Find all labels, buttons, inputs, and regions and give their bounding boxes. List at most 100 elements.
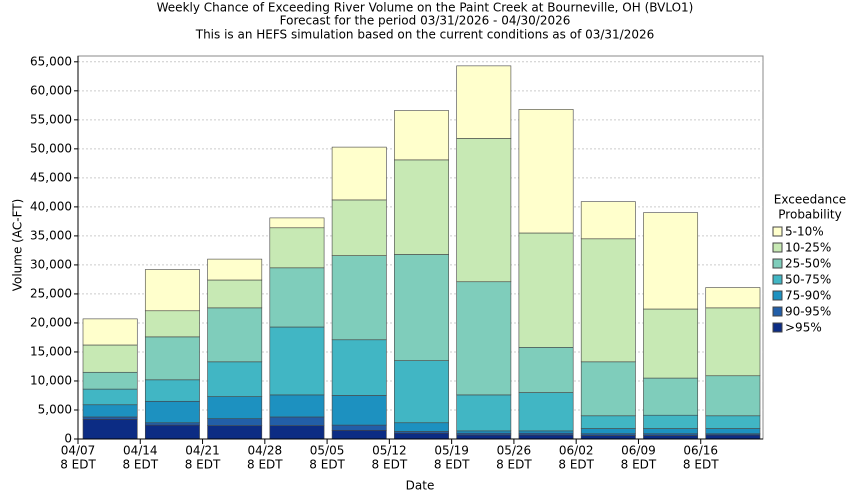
y-tick-label: 0 bbox=[64, 432, 72, 446]
x-tick-label: 8 EDT bbox=[122, 458, 158, 472]
legend-swatch bbox=[772, 322, 783, 333]
legend-label: 25-50% bbox=[785, 257, 831, 271]
bar-segment bbox=[394, 254, 449, 361]
bar-segment bbox=[394, 432, 449, 440]
y-tick-label: 35,000 bbox=[30, 228, 72, 242]
y-axis-label: Volume (AC-FT) bbox=[11, 199, 25, 292]
bar-segment bbox=[144, 269, 200, 312]
legend-label: 10-25% bbox=[785, 241, 831, 255]
bar-segment bbox=[144, 422, 200, 426]
legend-label: 50-75% bbox=[785, 273, 831, 287]
x-axis-label: Date bbox=[406, 479, 435, 493]
bar-segment bbox=[331, 255, 387, 341]
bar-segment bbox=[643, 435, 699, 440]
x-tick-label: 8 EDT bbox=[683, 458, 719, 472]
bar-segment bbox=[705, 434, 761, 440]
y-tick-label: 15,000 bbox=[30, 344, 72, 358]
y-tick-label: 25,000 bbox=[30, 286, 72, 300]
bar-segment bbox=[705, 375, 761, 417]
y-tick-label: 60,000 bbox=[30, 83, 72, 97]
bar-segment bbox=[207, 361, 263, 397]
bar-segment bbox=[456, 434, 512, 440]
bar-segment bbox=[144, 379, 200, 402]
x-tick-label: 04/07 bbox=[61, 444, 96, 458]
bar-segment bbox=[394, 422, 449, 432]
legend-swatch bbox=[772, 242, 783, 253]
chart-title: Weekly Chance of Exceeding River Volume … bbox=[157, 1, 694, 15]
y-tick-label: 55,000 bbox=[30, 112, 72, 126]
x-tick-label: 06/16 bbox=[683, 444, 718, 458]
bar-segment bbox=[580, 415, 636, 429]
bar-segment bbox=[82, 404, 138, 418]
bar-segment bbox=[580, 238, 636, 363]
bar-segment bbox=[331, 146, 387, 201]
bar-segment bbox=[518, 232, 574, 348]
bar-segment bbox=[269, 217, 325, 229]
bar-segment bbox=[82, 344, 138, 373]
bar-segment bbox=[394, 360, 449, 424]
bar-segment bbox=[518, 392, 574, 432]
x-tick-label: 8 EDT bbox=[558, 458, 594, 472]
legend-label: >95% bbox=[785, 321, 822, 335]
x-tick-label: 8 EDT bbox=[621, 458, 657, 472]
x-tick-label: 8 EDT bbox=[309, 458, 345, 472]
bar-segment bbox=[207, 396, 263, 419]
x-tick-label: 8 EDT bbox=[60, 458, 96, 472]
bar-segment bbox=[518, 434, 574, 440]
bar-segment bbox=[269, 394, 325, 418]
bar-segment bbox=[144, 336, 200, 381]
chart-subtitle: This is an HEFS simulation based on the … bbox=[195, 28, 655, 42]
bar-segment bbox=[269, 425, 325, 440]
y-tick-label: 50,000 bbox=[30, 141, 72, 155]
bar-segment bbox=[643, 428, 699, 435]
x-tick-label: 06/09 bbox=[621, 444, 656, 458]
bar-segment bbox=[269, 326, 325, 396]
bar-segment bbox=[643, 414, 699, 429]
bar-segment bbox=[518, 109, 574, 234]
x-tick-label: 06/02 bbox=[559, 444, 594, 458]
bar-segment bbox=[456, 394, 512, 432]
bar-segment bbox=[82, 318, 138, 346]
x-tick-label: 04/28 bbox=[248, 444, 283, 458]
chart-subtitle: Forecast for the period 03/31/2026 - 04/… bbox=[280, 14, 571, 28]
y-tick-label: 40,000 bbox=[30, 199, 72, 213]
x-tick-label: 04/14 bbox=[123, 444, 158, 458]
bar-segment bbox=[456, 138, 512, 283]
bar-segment bbox=[331, 339, 387, 396]
x-tick-label: 05/12 bbox=[372, 444, 407, 458]
bar-segment bbox=[518, 430, 574, 434]
bar-segment bbox=[705, 287, 761, 309]
bar-segment bbox=[207, 307, 263, 363]
x-tick-label: 8 EDT bbox=[496, 458, 532, 472]
bar-segment bbox=[144, 400, 200, 424]
x-tick-label: 8 EDT bbox=[372, 458, 408, 472]
x-tick-label: 8 EDT bbox=[247, 458, 283, 472]
bar-segment bbox=[82, 418, 138, 440]
bar-segment bbox=[207, 425, 263, 440]
bar-segment bbox=[331, 199, 387, 256]
legend-label: 5-10% bbox=[785, 225, 824, 239]
x-tick-label: 05/26 bbox=[497, 444, 532, 458]
y-tick-label: 10,000 bbox=[30, 373, 72, 387]
bar-segment bbox=[643, 377, 699, 416]
bar-segment bbox=[269, 267, 325, 328]
legend-swatch bbox=[772, 258, 783, 269]
y-tick-label: 20,000 bbox=[30, 315, 72, 329]
bar-segment bbox=[394, 110, 449, 161]
bar-segment bbox=[580, 435, 636, 440]
x-tick-label: 8 EDT bbox=[185, 458, 221, 472]
legend-label: 90-95% bbox=[785, 305, 831, 319]
bar-segment bbox=[394, 159, 449, 255]
bar-segment bbox=[580, 361, 636, 417]
bar-segment bbox=[643, 308, 699, 379]
bar-segment bbox=[82, 388, 138, 406]
bar-segment bbox=[144, 310, 200, 338]
legend-swatch bbox=[772, 306, 783, 317]
y-tick-label: 65,000 bbox=[30, 54, 72, 68]
bar-segment bbox=[456, 65, 512, 139]
bar-segment bbox=[518, 347, 574, 393]
bar-segment bbox=[331, 429, 387, 440]
y-tick-label: 45,000 bbox=[30, 170, 72, 184]
bar-segment bbox=[456, 281, 512, 396]
